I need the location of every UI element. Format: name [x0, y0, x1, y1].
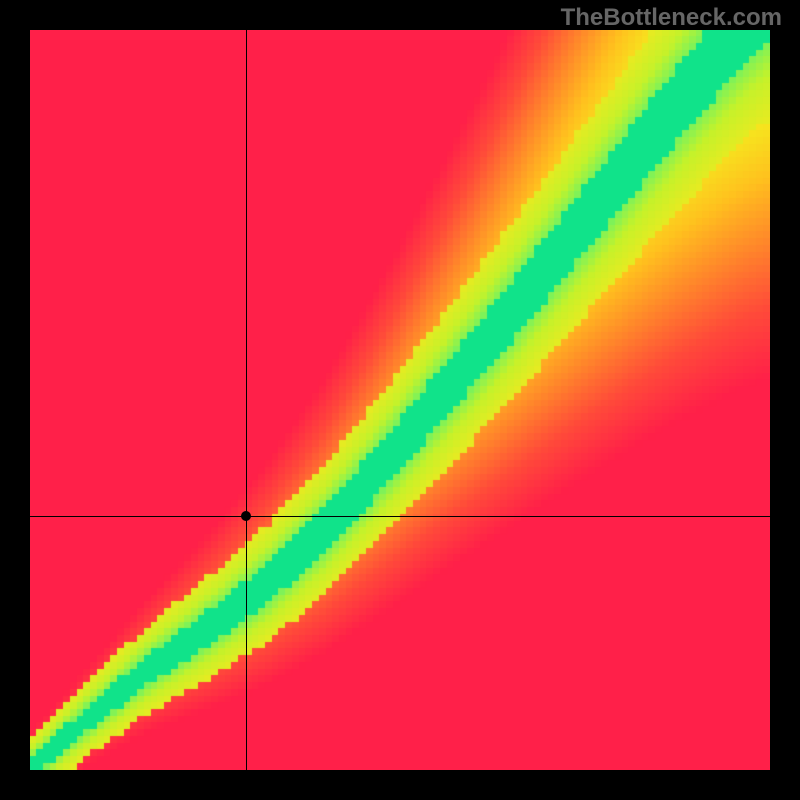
heatmap-plot: [30, 30, 770, 770]
crosshair-horizontal: [30, 516, 770, 517]
crosshair-marker: [241, 511, 251, 521]
watermark-text: TheBottleneck.com: [561, 4, 782, 32]
crosshair-vertical: [246, 30, 247, 770]
heatmap-canvas: [30, 30, 770, 770]
